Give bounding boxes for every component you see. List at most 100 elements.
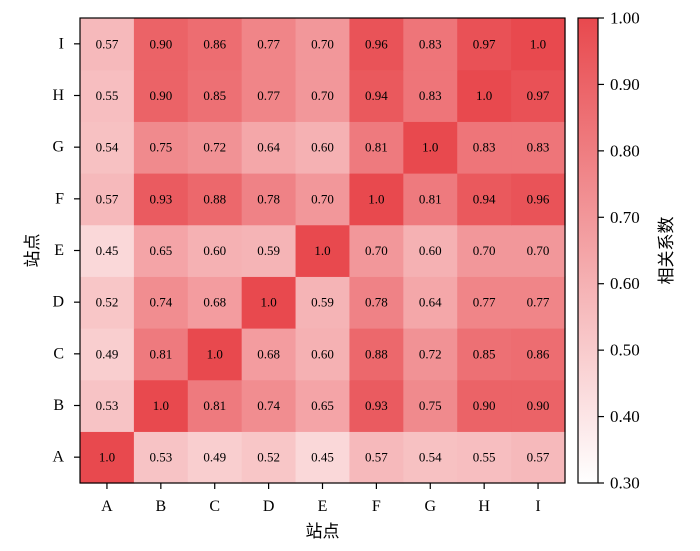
cell-value-label: 0.81	[419, 191, 442, 206]
heatmap-cell	[511, 173, 566, 226]
heatmap-cell	[241, 224, 297, 277]
cell-value-label: 0.94	[365, 88, 388, 103]
heatmap-cell	[511, 69, 566, 122]
colorbar-tick-label: 0.60	[610, 274, 640, 293]
heatmap-cell	[187, 379, 243, 432]
heatmap-cell	[511, 121, 566, 174]
heatmap-cell	[295, 224, 351, 277]
cell-value-label: 0.86	[203, 36, 226, 51]
cell-value-label: 0.45	[311, 450, 334, 465]
cell-value-label: 0.52	[257, 450, 280, 465]
cell-value-label: 1.0	[476, 88, 492, 103]
cell-value-label: 1.0	[207, 346, 223, 361]
heatmap-cell	[241, 328, 297, 381]
cell-value-label: 0.93	[365, 398, 388, 413]
heatmap-cell	[80, 69, 135, 122]
x-tick-label: B	[155, 498, 166, 515]
cell-value-label: 0.97	[473, 36, 496, 51]
heatmap-cell	[457, 276, 512, 329]
cell-value-label: 0.55	[473, 450, 496, 465]
cell-value-label: 0.49	[96, 346, 119, 361]
heatmap-cell	[349, 431, 404, 484]
y-axis-ticks: A B C D E F G H I	[52, 35, 80, 466]
cell-value-label: 0.72	[419, 346, 442, 361]
y-tick-label: G	[52, 139, 64, 156]
cell-value-label: 1.0	[260, 295, 276, 310]
heatmap-cell	[80, 328, 135, 381]
heatmap-cell	[80, 276, 135, 329]
heatmap-cell	[80, 379, 135, 432]
heatmap-cell	[403, 431, 458, 484]
cell-value-label: 1.0	[314, 243, 330, 258]
cell-value-label: 0.64	[257, 140, 280, 155]
cell-value-label: 0.83	[473, 140, 496, 155]
heatmap-cell	[241, 431, 297, 484]
heatmap-cell	[187, 276, 243, 329]
cell-value-label: 0.75	[419, 398, 442, 413]
cell-value-label: 0.86	[527, 346, 550, 361]
cell-value-label: 0.74	[257, 398, 280, 413]
cell-value-label: 0.54	[419, 450, 442, 465]
cell-value-label: 0.72	[203, 140, 226, 155]
heatmap-cell	[403, 121, 458, 174]
heatmap-cell	[133, 431, 189, 484]
cell-value-label: 1.0	[530, 36, 546, 51]
cell-value-label: 0.74	[149, 295, 172, 310]
heatmap-cell	[241, 276, 297, 329]
x-tick-label: D	[263, 498, 275, 515]
cell-value-label: 1.0	[153, 398, 169, 413]
cell-value-label: 0.85	[203, 88, 226, 103]
heatmap-cell	[403, 328, 458, 381]
heatmap-cell	[133, 328, 189, 381]
y-tick-label: B	[53, 397, 64, 414]
y-tick-label: A	[52, 449, 64, 466]
cell-value-label: 0.49	[203, 450, 226, 465]
cell-value-label: 0.60	[203, 243, 226, 258]
cell-value-label: 0.45	[96, 243, 119, 258]
heatmap-cell	[133, 121, 189, 174]
cell-value-label: 0.53	[96, 398, 119, 413]
heatmap-cell	[349, 69, 404, 122]
colorbar-tick-label: 1.00	[610, 9, 640, 28]
cell-value-label: 0.78	[365, 295, 388, 310]
heatmap-cell	[349, 173, 404, 226]
heatmap-cell	[349, 328, 404, 381]
heatmap-cell	[403, 379, 458, 432]
heatmap-cell	[295, 69, 351, 122]
cell-value-label: 1.0	[422, 140, 438, 155]
y-tick-label: E	[54, 242, 64, 259]
heatmap-cell	[80, 121, 135, 174]
heatmap-cell	[133, 224, 189, 277]
heatmap-cell	[187, 69, 243, 122]
cell-value-label: 0.55	[96, 88, 119, 103]
cell-value-label: 0.83	[527, 140, 550, 155]
cell-labels: 1.0 0.53 0.49 0.52 0.45 0.57 0.54 0.55 0.57 0.53 1…	[96, 36, 550, 464]
cell-value-label: 0.96	[365, 36, 388, 51]
heatmap-cell	[80, 173, 135, 226]
x-tick-label: H	[478, 498, 490, 515]
colorbar-tick-label: 0.30	[610, 474, 640, 493]
heatmap-cell	[295, 18, 351, 71]
heatmap-cell	[187, 18, 243, 71]
cell-value-label: 0.70	[365, 243, 388, 258]
cell-value-label: 0.60	[311, 140, 334, 155]
heatmap-cell	[403, 18, 458, 71]
cell-value-label: 0.88	[365, 346, 388, 361]
cell-value-label: 0.88	[203, 191, 226, 206]
cell-value-label: 0.75	[149, 140, 172, 155]
cell-value-label: 0.57	[365, 450, 388, 465]
cell-value-label: 1.0	[368, 191, 384, 206]
y-tick-label: C	[53, 345, 64, 362]
cell-value-label: 0.57	[96, 191, 119, 206]
x-tick-label: C	[209, 498, 220, 515]
heatmap-cell	[457, 224, 512, 277]
cell-value-label: 0.81	[365, 140, 388, 155]
colorbar-tick-label: 0.70	[610, 208, 640, 227]
heatmap-cell	[403, 224, 458, 277]
colorbar-title: 相关系数	[657, 217, 677, 285]
y-tick-label: D	[52, 294, 64, 311]
heatmap-cell	[457, 18, 512, 71]
colorbar-tick-label: 0.50	[610, 341, 640, 360]
heatmap-cell	[457, 328, 512, 381]
